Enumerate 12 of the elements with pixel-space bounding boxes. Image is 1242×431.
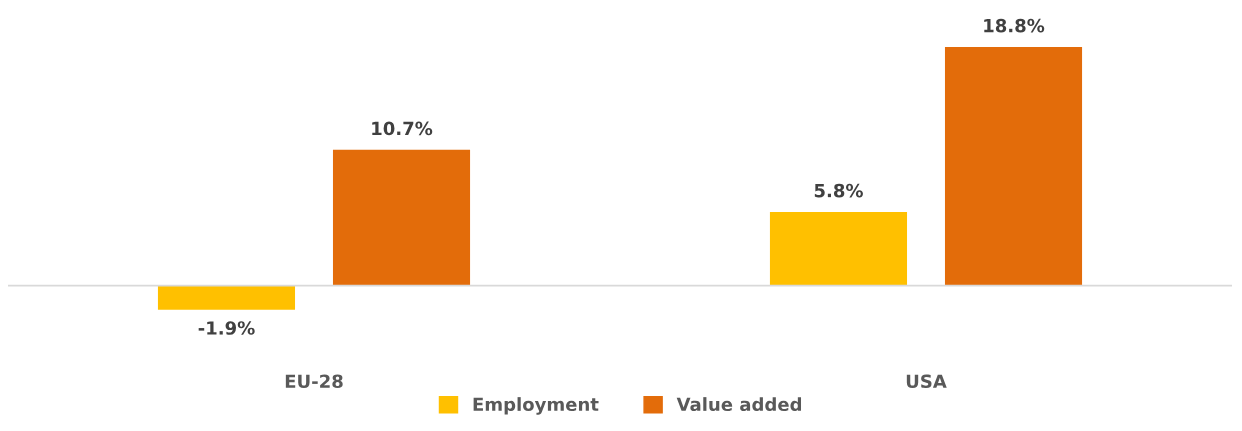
bar bbox=[944, 47, 1083, 286]
bar bbox=[157, 285, 296, 310]
bar bbox=[769, 212, 908, 286]
data-label: -1.9% bbox=[198, 321, 255, 335]
data-label: 5.8% bbox=[814, 183, 863, 198]
x-tick-label: EU-28 bbox=[285, 374, 343, 389]
bar bbox=[332, 149, 471, 286]
legend-label: Employment bbox=[473, 397, 599, 415]
data-label: 18.8% bbox=[984, 18, 1045, 33]
legend-label: Value added bbox=[676, 397, 802, 412]
data-label: 10.7% bbox=[372, 121, 433, 136]
x-tick-label: USA bbox=[906, 374, 947, 389]
